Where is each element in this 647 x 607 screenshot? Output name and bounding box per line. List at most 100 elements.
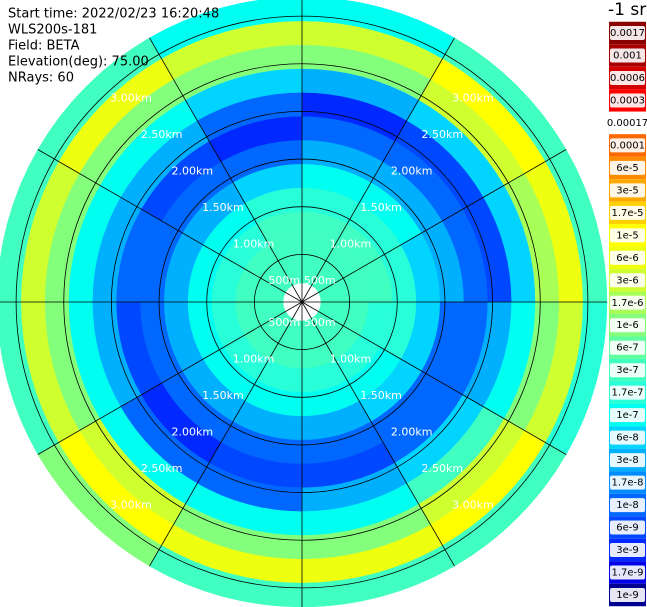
- range-ring-label: 2.50km: [141, 128, 183, 141]
- colorbar-label-box: [610, 205, 645, 220]
- colorbar-tick-label: 1e-6: [616, 320, 639, 331]
- colorbar-tick-label: 1.7e-6: [611, 298, 643, 309]
- range-ring-label: 2.00km: [391, 164, 433, 177]
- header-line: Field: BETA: [8, 39, 80, 54]
- colorbar-tick-label: 1e-9: [616, 590, 639, 601]
- colorbar-tick-label: 6e-9: [616, 523, 639, 534]
- range-ring-label: 3.00km: [452, 91, 494, 104]
- colorbar-label-box: [610, 588, 645, 602]
- colorbar-tick-label: 0.0006: [610, 73, 645, 84]
- range-ring: [253, 253, 351, 351]
- colorbar-tick-label: 6e-6: [616, 253, 639, 264]
- colorbar-label-box: [610, 160, 645, 175]
- header: Start time: 2022/02/23 16:20:48WLS200s-1…: [8, 7, 219, 86]
- header-line: Elevation(deg): 75.00: [8, 55, 149, 70]
- polar-grid: 500m 500m 500m 500m 1.00km 1.00km 1.00km 1.00km…: [0, 0, 607, 607]
- colorbar-label-box: [610, 363, 645, 378]
- colorbar-label-box: [610, 228, 645, 243]
- colorbar-label-box: [610, 543, 645, 558]
- colorbar-label-box: [610, 93, 645, 108]
- range-ring-label: 1.00km: [330, 237, 372, 250]
- azimuth-spoke: [37, 301, 303, 455]
- colorbar-title: -1 sr: [608, 0, 646, 20]
- colorbar-label-box: [610, 138, 645, 153]
- range-ring-label: 500m: [304, 274, 336, 287]
- colorbar-tick-label: 0.0001: [610, 140, 645, 151]
- colorbar-tick-label: 1e-8: [616, 500, 639, 511]
- range-ring-label: 500m: [268, 274, 300, 287]
- range-ring-label: 1.50km: [202, 201, 244, 214]
- colorbar-tick-label: 0.00017: [607, 118, 647, 129]
- colorbar-label-box: [610, 273, 645, 288]
- colorbar-tick-label: 6e-5: [616, 163, 639, 174]
- colorbar-label-box: [610, 250, 645, 265]
- range-ring-label: 2.50km: [421, 462, 463, 475]
- header-line: Start time: 2022/02/23 16:20:48: [8, 7, 219, 22]
- colorbar-tick-label: 0.001: [613, 50, 642, 61]
- colorbar-label-box: [610, 318, 645, 333]
- range-ring-label: 3.00km: [452, 499, 494, 512]
- range-ring: [158, 158, 446, 446]
- range-ring-label: 3.00km: [110, 499, 152, 512]
- colorbar-tick-label: 1e-7: [616, 410, 639, 421]
- colorbar-tick-label: 1.7e-8: [611, 478, 643, 489]
- range-ring-label: 1.50km: [360, 389, 402, 402]
- field-cell: [149, 0, 303, 59]
- colorbar-label-box: [610, 475, 645, 490]
- colorbar-tick-label: 3e-6: [616, 275, 639, 286]
- range-ring: [206, 206, 398, 398]
- azimuth-spoke: [301, 301, 455, 567]
- colorbar-label-box: [610, 453, 645, 468]
- range-ring: [110, 110, 494, 494]
- range-ring-label: 2.50km: [141, 462, 183, 475]
- range-ring: [63, 63, 541, 541]
- azimuth-spoke: [301, 301, 567, 455]
- range-ring-label: 500m: [268, 316, 300, 329]
- colorbar: 0.0017 0.001 0.0006 0.0003 0.00017 0.0001 6e-5…: [607, 21, 647, 607]
- colorbar-label-box: [610, 520, 645, 535]
- colorbar-tick-label: 1.7e-9: [611, 568, 643, 579]
- header-line: NRays: 60: [8, 71, 74, 86]
- colorbar-tick-label: 1e-5: [616, 230, 639, 241]
- range-ring-label: 1.50km: [360, 201, 402, 214]
- colorbar-tick-label: 1.7e-5: [611, 208, 643, 219]
- colorbar-label-box: [610, 48, 645, 63]
- colorbar-label-box: [610, 385, 645, 400]
- azimuth-spoke: [301, 149, 567, 303]
- colorbar-tick-label: 3e-9: [616, 545, 639, 556]
- colorbar-label-box: [610, 295, 645, 310]
- range-ring-label: 1.00km: [233, 353, 275, 366]
- range-ring-label: 500m: [304, 316, 336, 329]
- range-ring-label: 2.50km: [421, 128, 463, 141]
- azimuth-spoke: [37, 149, 303, 303]
- colorbar-label-box: [610, 115, 645, 130]
- colorbar-tick-label: 3e-8: [616, 455, 639, 466]
- header-line: WLS200s-181: [8, 23, 97, 38]
- colorbar-tick-label: 3e-7: [616, 365, 639, 376]
- colorbar-label-box: [610, 26, 645, 40]
- colorbar-tick-label: 0.0017: [610, 28, 645, 39]
- range-ring-label: 2.00km: [172, 164, 214, 177]
- field-cell: [0, 301, 59, 455]
- azimuth-spoke: [149, 37, 303, 303]
- range-ring-label: 1.50km: [202, 389, 244, 402]
- colorbar-label-box: [610, 340, 645, 355]
- range-ring-label: 1.00km: [330, 353, 372, 366]
- colorbar-tick-label: 6e-7: [616, 343, 639, 354]
- colorbar-tick-label: 0.0003: [610, 95, 645, 106]
- range-ring-label: 2.00km: [391, 426, 433, 439]
- range-ring-label: 2.00km: [172, 426, 214, 439]
- azimuth-spoke: [301, 37, 455, 303]
- colorbar-label-box: [610, 430, 645, 445]
- colorbar-label-box: [610, 565, 645, 580]
- range-ring-label: 3.00km: [110, 91, 152, 104]
- colorbar-label-box: [610, 70, 645, 85]
- colorbar-tick-label: 6e-8: [616, 433, 639, 444]
- range-ring: [15, 15, 589, 589]
- colorbar-label-box: [610, 408, 645, 423]
- colorbar-tick-label: 3e-5: [616, 185, 639, 196]
- colorbar-tick-label: 1.7e-7: [611, 388, 643, 399]
- colorbar-label-box: [610, 183, 645, 198]
- colorbar-label-box: [610, 498, 645, 513]
